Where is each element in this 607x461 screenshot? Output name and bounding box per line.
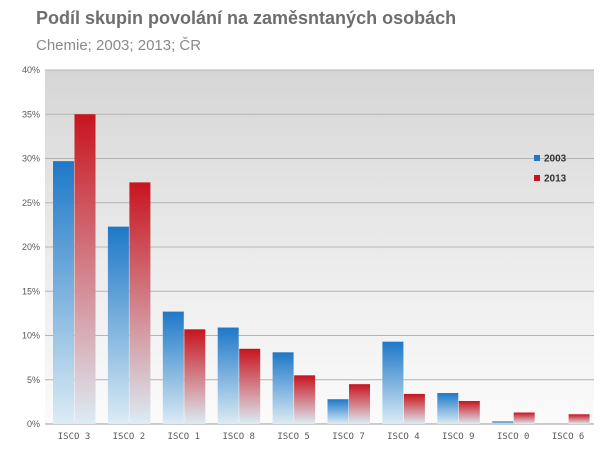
x-tick-label: ISCO 6 [552, 432, 585, 442]
bar-2003-isco-7 [327, 399, 349, 424]
bar-2013-isco-1 [184, 329, 206, 424]
bar-2013-isco-2 [129, 182, 151, 424]
legend-label: 2013 [544, 174, 567, 185]
bar-2013-isco-8 [239, 348, 261, 424]
bar-2013-isco-9 [458, 400, 480, 424]
y-tick-label: 20% [22, 242, 40, 252]
bar-2003-isco-5 [272, 352, 294, 424]
x-tick-label: ISCO 2 [113, 432, 146, 442]
x-axis: ISCO 3 ISCO 2 ISCO 1 ISCO 8 ISCO 5 ISCO 7 ISCO… [58, 432, 585, 442]
legend-swatch [534, 175, 540, 181]
bar-2003-isco-2 [107, 226, 129, 424]
legend-label: 2003 [544, 154, 567, 165]
bar-2013-isco-3 [74, 114, 96, 424]
y-tick-label: 15% [22, 286, 40, 296]
y-tick-label: 30% [22, 154, 40, 164]
bar-2013-isco-5 [294, 375, 316, 424]
x-tick-label: ISCO 0 [497, 432, 530, 442]
bar-2003-isco-8 [217, 327, 239, 424]
bar-2013-isco-7 [349, 384, 370, 424]
x-tick-label: ISCO 8 [222, 432, 255, 442]
chart-title: Podíl skupin povolání na zaměsntaných os… [36, 8, 457, 28]
legend-swatch [534, 155, 540, 161]
bar-2003-isco-4 [382, 341, 404, 424]
bar-2003-isco-1 [162, 311, 184, 424]
chart-subtitle: Chemie; 2003; 2013; ČR [36, 37, 202, 54]
bar-2013-isco-0 [513, 412, 535, 424]
bar-2013-isco-4 [403, 393, 425, 424]
bar-2003-isco-3 [53, 161, 74, 424]
y-axis: 0% 5% 10% 15% 20% 25% 30% 35% 40% [22, 65, 40, 429]
x-tick-label: ISCO 7 [332, 432, 365, 442]
bars [53, 114, 590, 424]
x-tick-label: ISCO 5 [277, 432, 310, 442]
x-tick-label: ISCO 1 [168, 432, 201, 442]
y-tick-label: 5% [27, 375, 40, 385]
y-tick-label: 25% [22, 198, 40, 208]
bar-2003-isco-0 [492, 421, 514, 424]
bar-2003-isco-9 [437, 393, 459, 424]
y-tick-label: 10% [22, 331, 40, 341]
y-tick-label: 40% [22, 65, 40, 75]
x-tick-label: ISCO 3 [58, 432, 91, 442]
legend: 2003 2013 [534, 154, 567, 185]
x-tick-label: ISCO 9 [442, 432, 475, 442]
x-tick-label: ISCO 4 [387, 432, 420, 442]
y-tick-label: 0% [27, 419, 40, 429]
y-tick-label: 35% [22, 109, 40, 119]
bar-2013-isco-6 [568, 414, 590, 424]
